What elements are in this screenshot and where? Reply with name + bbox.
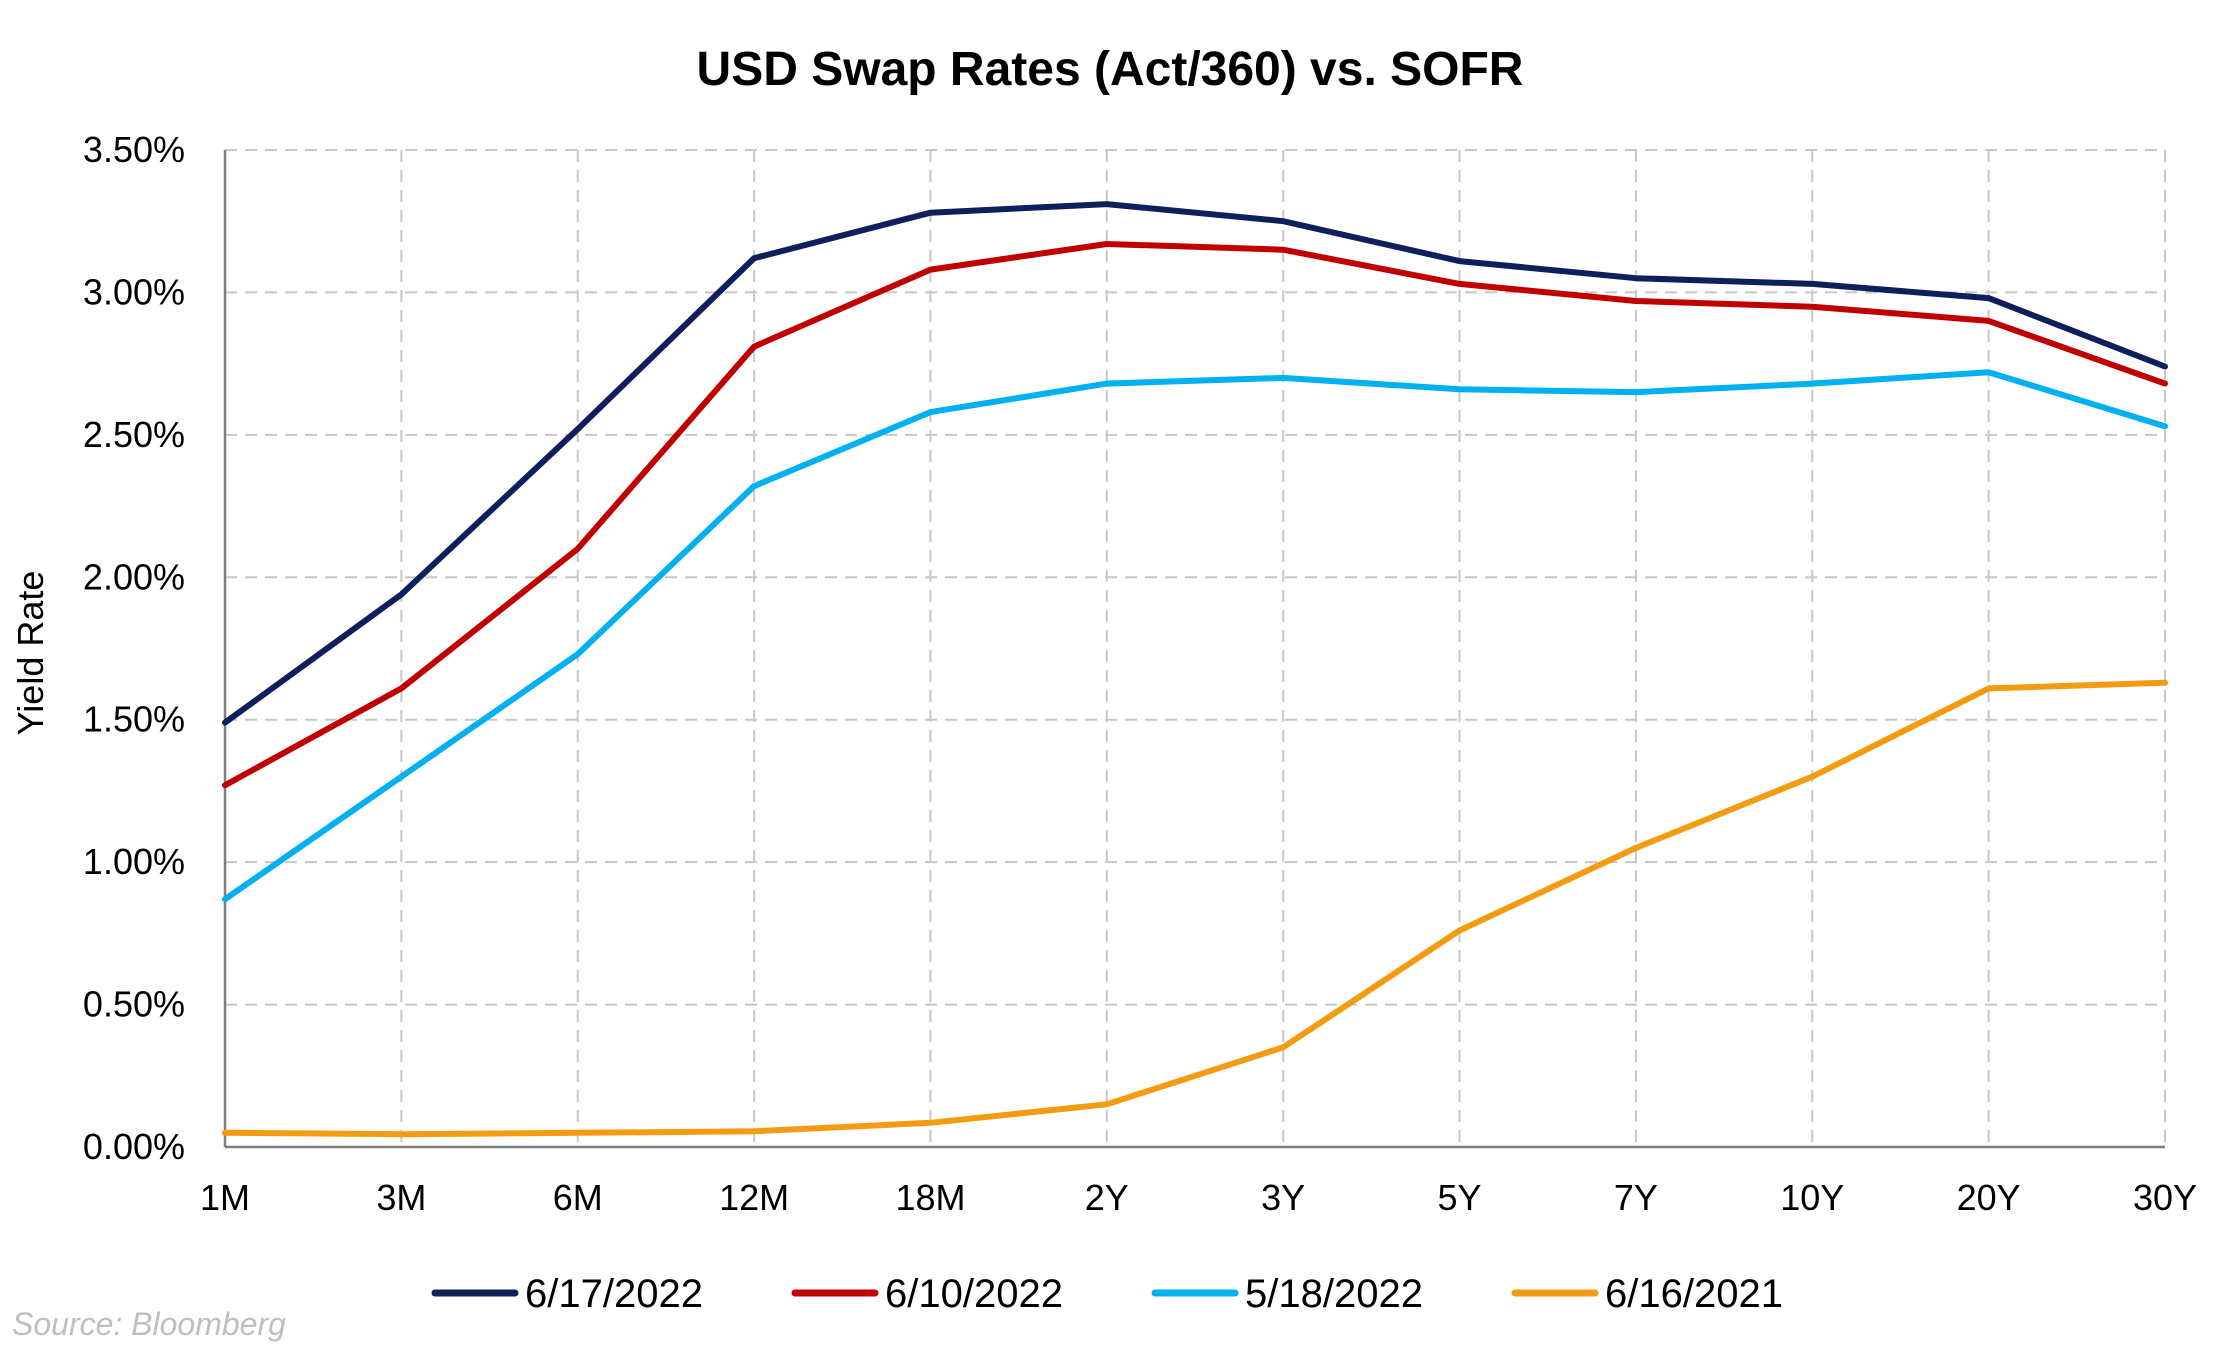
series-line xyxy=(222,201,2168,726)
x-tick-labels: 1M 3M 6M 12M 18M 2Y 3Y 5Y 7Y 10Y 20Y 30Y xyxy=(200,1177,2197,1218)
legend-item: 5/18/2022 xyxy=(1151,1272,1423,1316)
legend: 6/17/2022 6/10/2022 5/18/2022 6/16/2021 xyxy=(431,1272,1783,1316)
legend-label: 6/10/2022 xyxy=(885,1272,1063,1316)
x-tick-label: 30Y xyxy=(2133,1177,2197,1218)
legend-item: 6/17/2022 xyxy=(431,1272,703,1316)
chart-title: USD Swap Rates (Act/360) vs. SOFR xyxy=(697,43,1524,96)
x-tick-label: 1M xyxy=(200,1177,250,1218)
y-tick-label: 3.50% xyxy=(83,129,185,170)
x-tick-label: 10Y xyxy=(1780,1177,1844,1218)
series-lines xyxy=(222,201,2168,1138)
y-tick-label: 0.00% xyxy=(83,1126,185,1167)
y-tick-labels: 0.00% 0.50% 1.00% 1.50% 2.00% 2.50% 3.00% 3.50% xyxy=(83,129,185,1167)
x-tick-label: 2Y xyxy=(1085,1177,1129,1218)
legend-label: 6/17/2022 xyxy=(525,1272,703,1316)
x-tick-label: 12M xyxy=(719,1177,789,1218)
x-tick-label: 18M xyxy=(895,1177,965,1218)
y-tick-label: 0.50% xyxy=(83,984,185,1025)
legend-item: 6/16/2021 xyxy=(1511,1272,1783,1316)
legend-item: 6/10/2022 xyxy=(791,1272,1063,1316)
x-tick-label: 3M xyxy=(376,1177,426,1218)
x-tick-label: 7Y xyxy=(1614,1177,1658,1218)
y-axis-label: Yield Rate xyxy=(10,571,51,736)
y-tick-label: 2.00% xyxy=(83,556,185,597)
axes xyxy=(223,150,2165,1149)
y-tick-label: 1.50% xyxy=(83,699,185,740)
x-tick-label: 3Y xyxy=(1261,1177,1305,1218)
y-tick-label: 2.50% xyxy=(83,414,185,455)
legend-label: 6/16/2021 xyxy=(1605,1272,1783,1316)
series-line xyxy=(222,679,2168,1138)
source-note: Source: Bloomberg xyxy=(12,1306,286,1342)
y-tick-label: 1.00% xyxy=(83,841,185,882)
series-line xyxy=(222,241,2168,789)
x-tick-label: 5Y xyxy=(1438,1177,1482,1218)
x-tick-label: 6M xyxy=(553,1177,603,1218)
x-tick-label: 20Y xyxy=(1957,1177,2021,1218)
series-line xyxy=(222,369,2168,903)
grid-lines xyxy=(225,149,2166,1147)
y-tick-label: 3.00% xyxy=(83,271,185,312)
legend-label: 5/18/2022 xyxy=(1245,1272,1423,1316)
